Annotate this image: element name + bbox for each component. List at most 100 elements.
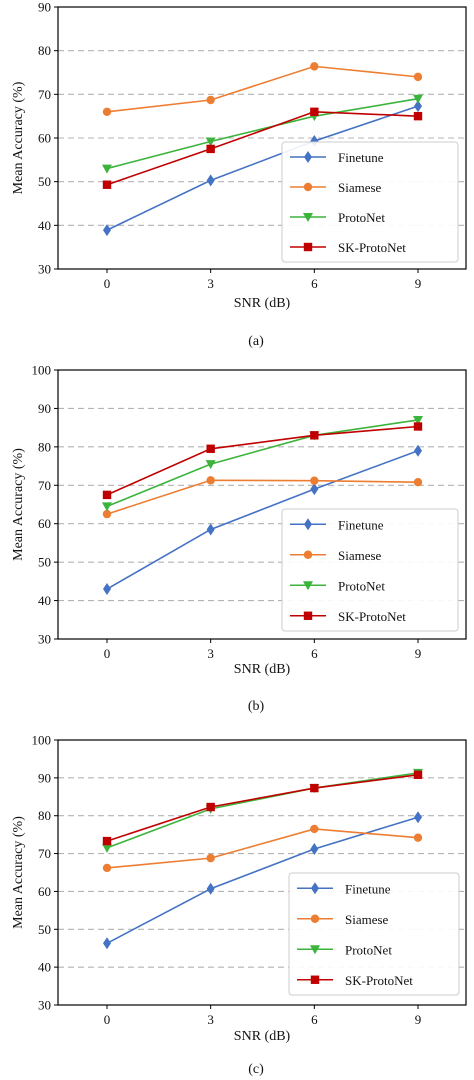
legend-item: Siamese — [290, 548, 382, 563]
x-tick-label: 3 — [207, 646, 214, 661]
series-sk-protonet — [102, 107, 423, 189]
data-point — [206, 802, 215, 812]
y-tick-label: 30 — [38, 632, 51, 647]
legend-box — [281, 141, 459, 263]
legend-marker — [303, 581, 313, 591]
data-point — [102, 863, 112, 873]
series-line — [106, 479, 419, 515]
legend: Finetune Siamese ProtoNet SK-ProtoNet — [288, 872, 460, 996]
legend-label: SK-ProtoNet — [338, 609, 406, 624]
legend-item: Finetune — [290, 517, 384, 532]
data-point — [205, 460, 216, 470]
y-tick-label: 80 — [38, 808, 51, 823]
series-finetune — [103, 100, 422, 237]
legend-label: Finetune — [345, 881, 391, 896]
chart-3: 30 40 50 60 70 80 90 100 0 3 6 9 SNR (dB) Mean Accura… — [11, 733, 467, 1077]
data-point — [103, 224, 111, 237]
legend-label: ProtoNet — [338, 210, 385, 225]
series-line — [106, 419, 419, 508]
data-point — [103, 937, 111, 950]
data-point — [413, 111, 423, 121]
series-line — [106, 774, 419, 842]
data-point — [206, 853, 215, 863]
data-point — [206, 476, 215, 485]
data-point — [206, 523, 215, 536]
data-point — [413, 478, 423, 487]
x-tick-label: 3 — [207, 276, 214, 291]
legend-box — [281, 508, 459, 632]
legend-item: Siamese — [290, 180, 382, 195]
chart-1: 30 40 50 60 70 80 90 0 3 6 9 SNR (dB) Mean Accuracy … — [11, 0, 467, 349]
data-point — [413, 770, 423, 780]
series-protonet — [102, 768, 423, 853]
x-tick-label: 3 — [207, 1012, 214, 1027]
series-siamese — [102, 476, 423, 519]
legend-marker — [303, 213, 313, 222]
y-tick-label: 100 — [32, 363, 52, 378]
y-tick-label: 80 — [38, 439, 51, 454]
data-point — [102, 180, 112, 189]
legend-item: Finetune — [290, 150, 384, 165]
legend-label: SK-ProtoNet — [345, 973, 413, 988]
y-axis-label: Mean Accuracy (%) — [11, 816, 26, 929]
y-tick-label: 90 — [38, 0, 51, 15]
y-tick-label: 40 — [38, 218, 51, 233]
y-tick-label: 60 — [38, 884, 51, 899]
x-tick-label: 0 — [104, 276, 111, 291]
series-line — [106, 97, 419, 170]
legend-item: SK-ProtoNet — [290, 240, 406, 255]
y-tick-label: 50 — [38, 174, 51, 189]
y-tick-label: 50 — [38, 555, 51, 570]
x-tick-label: 0 — [104, 1012, 111, 1027]
legend-marker — [303, 611, 313, 620]
legend-item: ProtoNet — [290, 578, 385, 593]
y-axis-label: Mean Accuracy (%) — [11, 81, 26, 194]
legend-marker — [311, 882, 319, 895]
data-point — [310, 107, 319, 116]
legend-box — [288, 872, 460, 996]
y-tick-label: 40 — [38, 593, 51, 608]
y-tick-label: 70 — [38, 478, 51, 493]
data-point — [310, 62, 319, 71]
y-axis-label: Mean Accuracy (%) — [11, 448, 26, 561]
data-point — [102, 836, 112, 846]
y-tick-label: 30 — [38, 998, 51, 1013]
chart-2: 30 40 50 60 70 80 90 100 0 3 6 9 SNR (dB) Mean Accura… — [11, 363, 467, 714]
y-tick-label: 50 — [38, 922, 51, 937]
data-point — [205, 137, 216, 147]
data-point — [102, 843, 112, 853]
data-point — [414, 444, 422, 457]
legend: Finetune Siamese ProtoNet SK-ProtoNet — [281, 508, 459, 632]
x-axis-label: SNR (dB) — [234, 662, 291, 677]
panel-label: (b) — [248, 699, 265, 714]
series-line — [106, 65, 419, 113]
data-point — [414, 811, 422, 824]
legend-label: ProtoNet — [345, 942, 392, 957]
series-siamese — [102, 62, 423, 117]
legend-label: Siamese — [338, 180, 382, 195]
series-siamese — [102, 824, 423, 873]
data-point — [206, 444, 215, 453]
data-point — [310, 431, 319, 440]
data-point — [102, 502, 112, 512]
data-point — [102, 490, 112, 500]
x-tick-label: 9 — [415, 1012, 422, 1027]
data-point — [310, 483, 319, 496]
series-finetune — [103, 444, 422, 596]
data-point — [206, 144, 215, 154]
series-line — [106, 828, 419, 869]
legend-marker — [304, 518, 312, 531]
x-axis-label: SNR (dB) — [234, 1029, 291, 1044]
data-point — [102, 509, 112, 519]
series-line — [106, 110, 419, 186]
x-tick-label: 6 — [311, 1012, 318, 1027]
y-tick-label: 60 — [38, 131, 51, 146]
data-point — [310, 476, 319, 485]
x-tick-label: 0 — [104, 646, 111, 661]
legend-item: SK-ProtoNet — [290, 609, 406, 624]
legend-label: SK-ProtoNet — [338, 240, 406, 255]
data-point — [206, 174, 215, 187]
y-tick-label: 40 — [38, 960, 51, 975]
legend-marker — [310, 914, 320, 923]
